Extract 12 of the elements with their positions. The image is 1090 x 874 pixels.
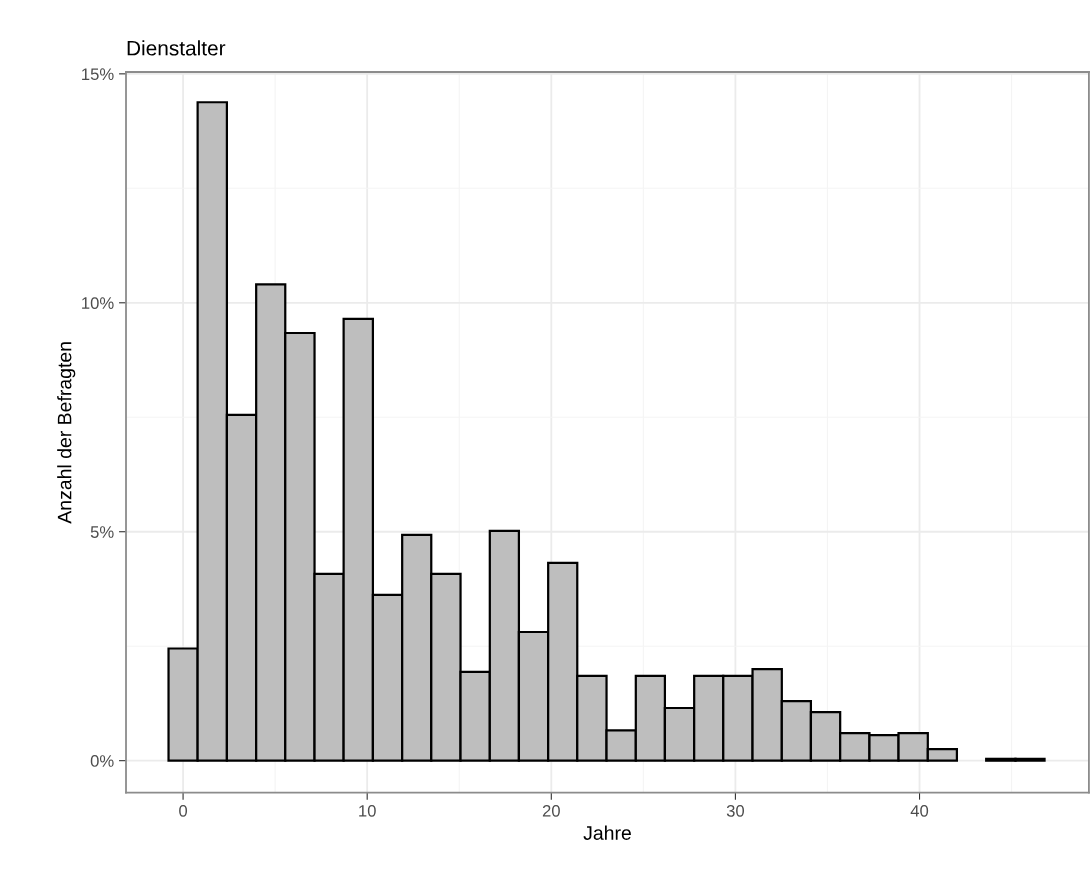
x-tick-label: 10 — [359, 804, 376, 817]
x-tick-label: 0 — [179, 804, 188, 817]
y-tick-label: 10% — [82, 297, 114, 309]
y-axis-title: Anzahl der Befragten — [57, 342, 76, 524]
x-axis-title: Jahre — [583, 825, 631, 840]
x-tick-label: 20 — [542, 804, 560, 817]
x-tick-label: 40 — [910, 804, 929, 817]
chart-title: Dienstalter — [127, 40, 226, 56]
x-tick-label: 30 — [726, 804, 745, 817]
y-tick-label: 0% — [90, 755, 114, 767]
y-tick-label: 5% — [90, 526, 114, 538]
y-tick-label: 15% — [82, 68, 114, 81]
